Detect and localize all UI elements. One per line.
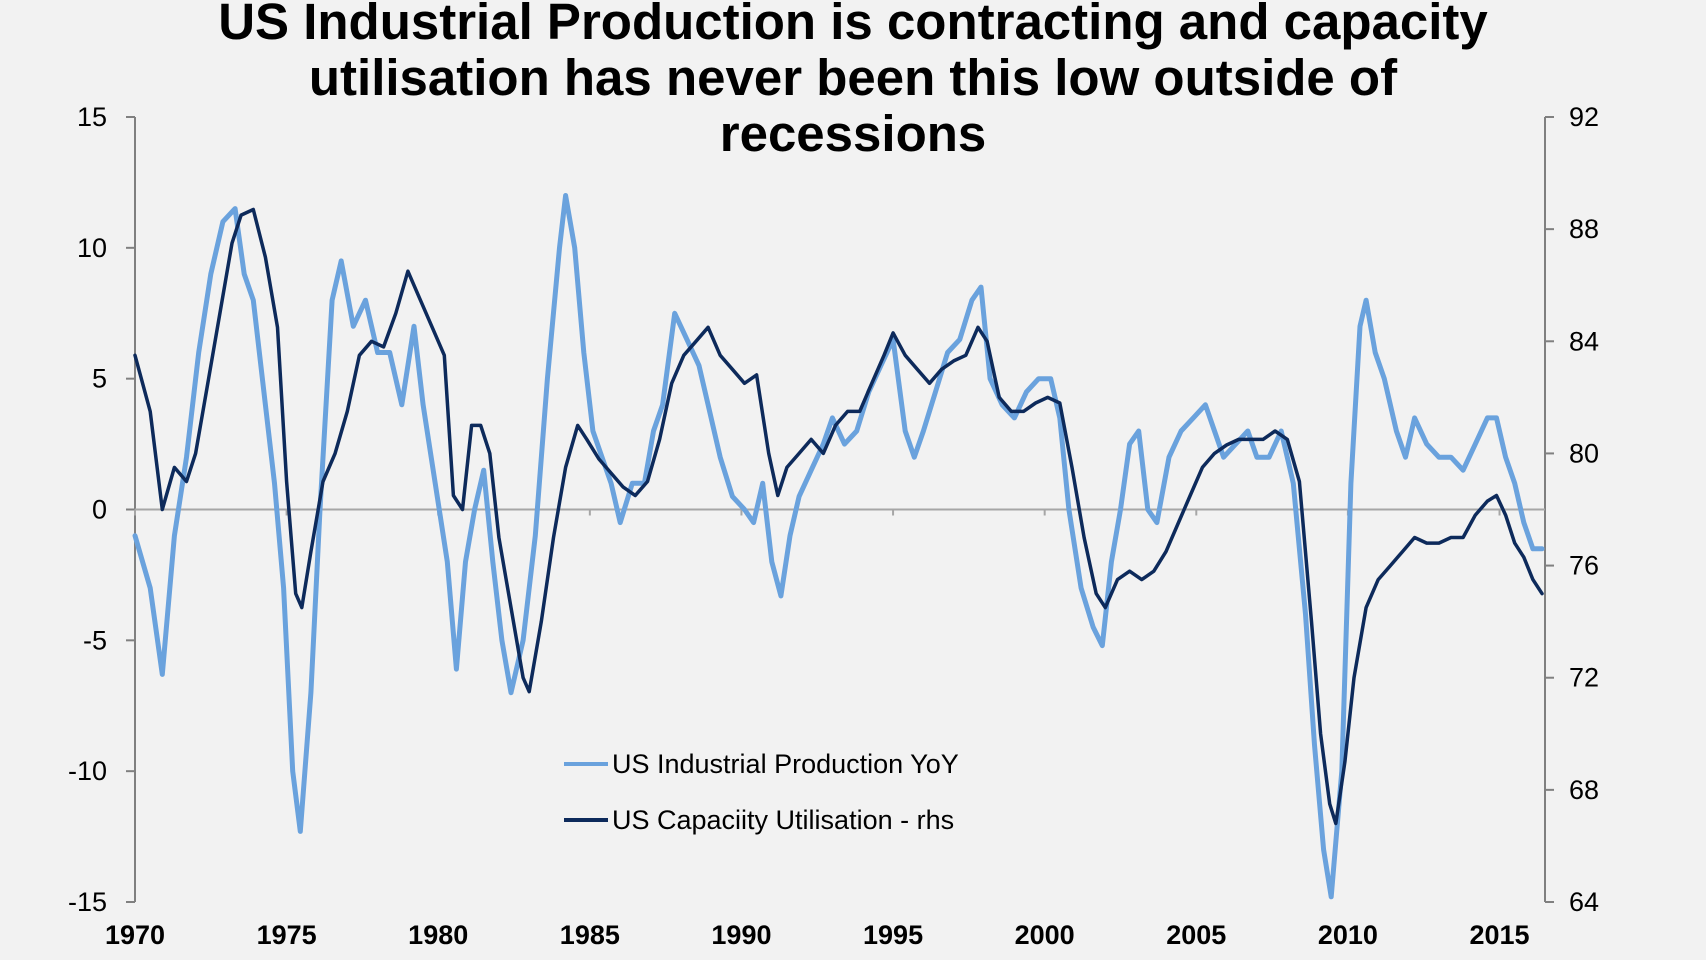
right-tick-label: 64: [1569, 887, 1599, 917]
right-tick-label: 88: [1569, 214, 1599, 244]
x-tick-label: 1970: [105, 920, 165, 950]
x-tick-label: 2000: [1015, 920, 1075, 950]
legend-label-ip: US Industrial Production YoY: [612, 749, 959, 779]
left-tick-label: 5: [92, 364, 107, 394]
left-tick-label: -15: [68, 887, 107, 917]
right-tick-label: 80: [1569, 438, 1599, 468]
chart-title-line-1: US Industrial Production is contracting …: [218, 0, 1488, 50]
right-tick-label: 84: [1569, 326, 1599, 356]
series-layer: [132, 193, 1545, 900]
chart-title-line-2: utilisation has never been this low outs…: [308, 49, 1398, 106]
x-tick-label: 1985: [560, 920, 620, 950]
x-tick-label: 1990: [711, 920, 771, 950]
x-tick-label: 1995: [863, 920, 923, 950]
legend-label-cu: US Capaciity Utilisation - rhs: [612, 805, 954, 835]
left-tick-label: -10: [68, 756, 107, 786]
series-line-capacity-utilisation: [133, 207, 1544, 826]
left-tick-label: 0: [92, 495, 107, 525]
x-tick-label: 2015: [1469, 920, 1529, 950]
right-tick-label: 68: [1569, 775, 1599, 805]
right-tick-label: 72: [1569, 663, 1599, 693]
right-tick-label: 76: [1569, 551, 1599, 581]
left-tick-label: 15: [77, 102, 107, 132]
left-tick-label: -5: [83, 625, 107, 655]
x-tick-label: 1975: [257, 920, 317, 950]
legend: US Industrial Production YoY US Capaciit…: [564, 749, 959, 835]
chart-title-line-3: recessions: [719, 105, 987, 162]
left-tick-label: 10: [77, 233, 107, 263]
x-tick-label: 2005: [1166, 920, 1226, 950]
axes: 15 10 5 0 -5 -10 -15 92 88 84 80 76 72 68 64 1970 1975 19…: [68, 102, 1599, 950]
right-tick-label: 92: [1569, 102, 1599, 132]
series-line-industrial-production: [132, 193, 1545, 900]
x-tick-label: 1980: [408, 920, 468, 950]
x-tick-label: 2010: [1318, 920, 1378, 950]
